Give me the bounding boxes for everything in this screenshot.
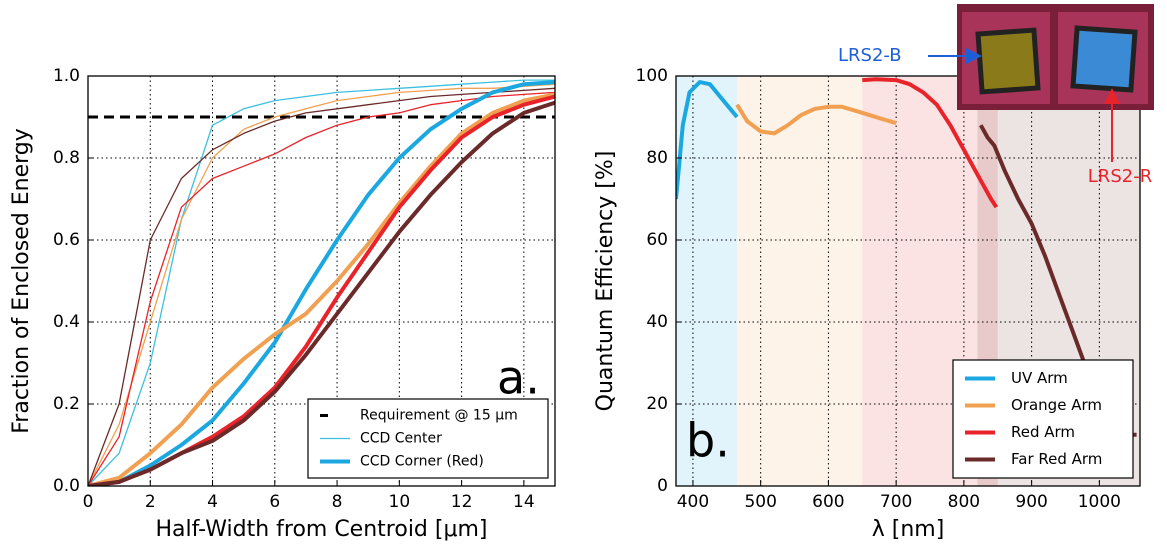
y-tick-label: 0.4 <box>53 312 80 332</box>
x-tick-label: 1000 <box>1078 492 1121 512</box>
data-line <box>88 100 555 486</box>
panel-label: a. <box>497 351 540 405</box>
legend-label: Red Arm <box>1011 423 1075 441</box>
y-axis-label: Quantum Efficiency [%] <box>593 151 618 412</box>
x-tick-label: 400 <box>677 492 709 512</box>
y-tick-label: 0.2 <box>53 394 80 414</box>
data-line <box>88 83 555 486</box>
legend-label: Far Red Arm <box>1011 450 1102 468</box>
data-line <box>88 87 555 486</box>
y-tick-label: 80 <box>646 148 668 168</box>
y-tick-label: 0 <box>657 476 668 496</box>
x-tick-label: 10 <box>389 492 411 512</box>
ccd-b <box>975 27 1041 95</box>
data-line <box>735 103 897 136</box>
x-tick-label: 12 <box>451 492 473 512</box>
y-tick-label: 0.8 <box>53 148 80 168</box>
x-tick-label: 2 <box>145 492 156 512</box>
x-tick-label: 4 <box>207 492 218 512</box>
data-line <box>88 92 555 486</box>
data-line <box>88 79 555 486</box>
annotation: LRS2-R <box>1088 166 1152 187</box>
x-tick-label: 8 <box>332 492 343 512</box>
plot-area <box>88 76 555 486</box>
x-tick-label: 700 <box>880 492 912 512</box>
legend-label: Orange Arm <box>1011 396 1102 414</box>
arm-band <box>736 76 863 486</box>
arm-band <box>676 76 737 486</box>
legend-label: CCD Center <box>360 431 442 447</box>
x-tick-label: 600 <box>812 492 844 512</box>
y-tick-label: 40 <box>646 312 668 332</box>
x-axis-label: λ [nm] <box>872 517 945 542</box>
y-tick-label: 20 <box>646 394 668 414</box>
y-tick-label: 1.0 <box>53 66 80 86</box>
y-tick-label: 60 <box>646 230 668 250</box>
legend-label: UV Arm <box>1011 369 1068 387</box>
y-tick-label: 0.0 <box>53 476 80 496</box>
ccd-r <box>1070 25 1138 93</box>
annotation: LRS2-B <box>838 45 902 66</box>
y-tick-label: 100 <box>636 66 668 86</box>
panel-label: b. <box>686 414 730 468</box>
plot-frame <box>87 75 556 487</box>
x-tick-label: 900 <box>1015 492 1047 512</box>
x-tick-label: 14 <box>513 492 535 512</box>
legend-label: Requirement @ 15 μm <box>360 408 518 424</box>
x-tick-label: 6 <box>269 492 280 512</box>
x-tick-label: 0 <box>83 492 94 512</box>
x-tick-label: 500 <box>744 492 776 512</box>
y-tick-label: 0.6 <box>53 230 80 250</box>
data-line <box>862 77 999 209</box>
y-axis-label: Fraction of Enclosed Energy <box>9 128 34 434</box>
legend-label: CCD Corner (Red) <box>360 454 484 470</box>
data-line <box>88 80 555 486</box>
plot-frame <box>675 75 1141 487</box>
data-line <box>676 80 739 200</box>
x-tick-label: 800 <box>948 492 980 512</box>
x-axis-label: Half-Width from Centroid [μm] <box>156 517 488 542</box>
